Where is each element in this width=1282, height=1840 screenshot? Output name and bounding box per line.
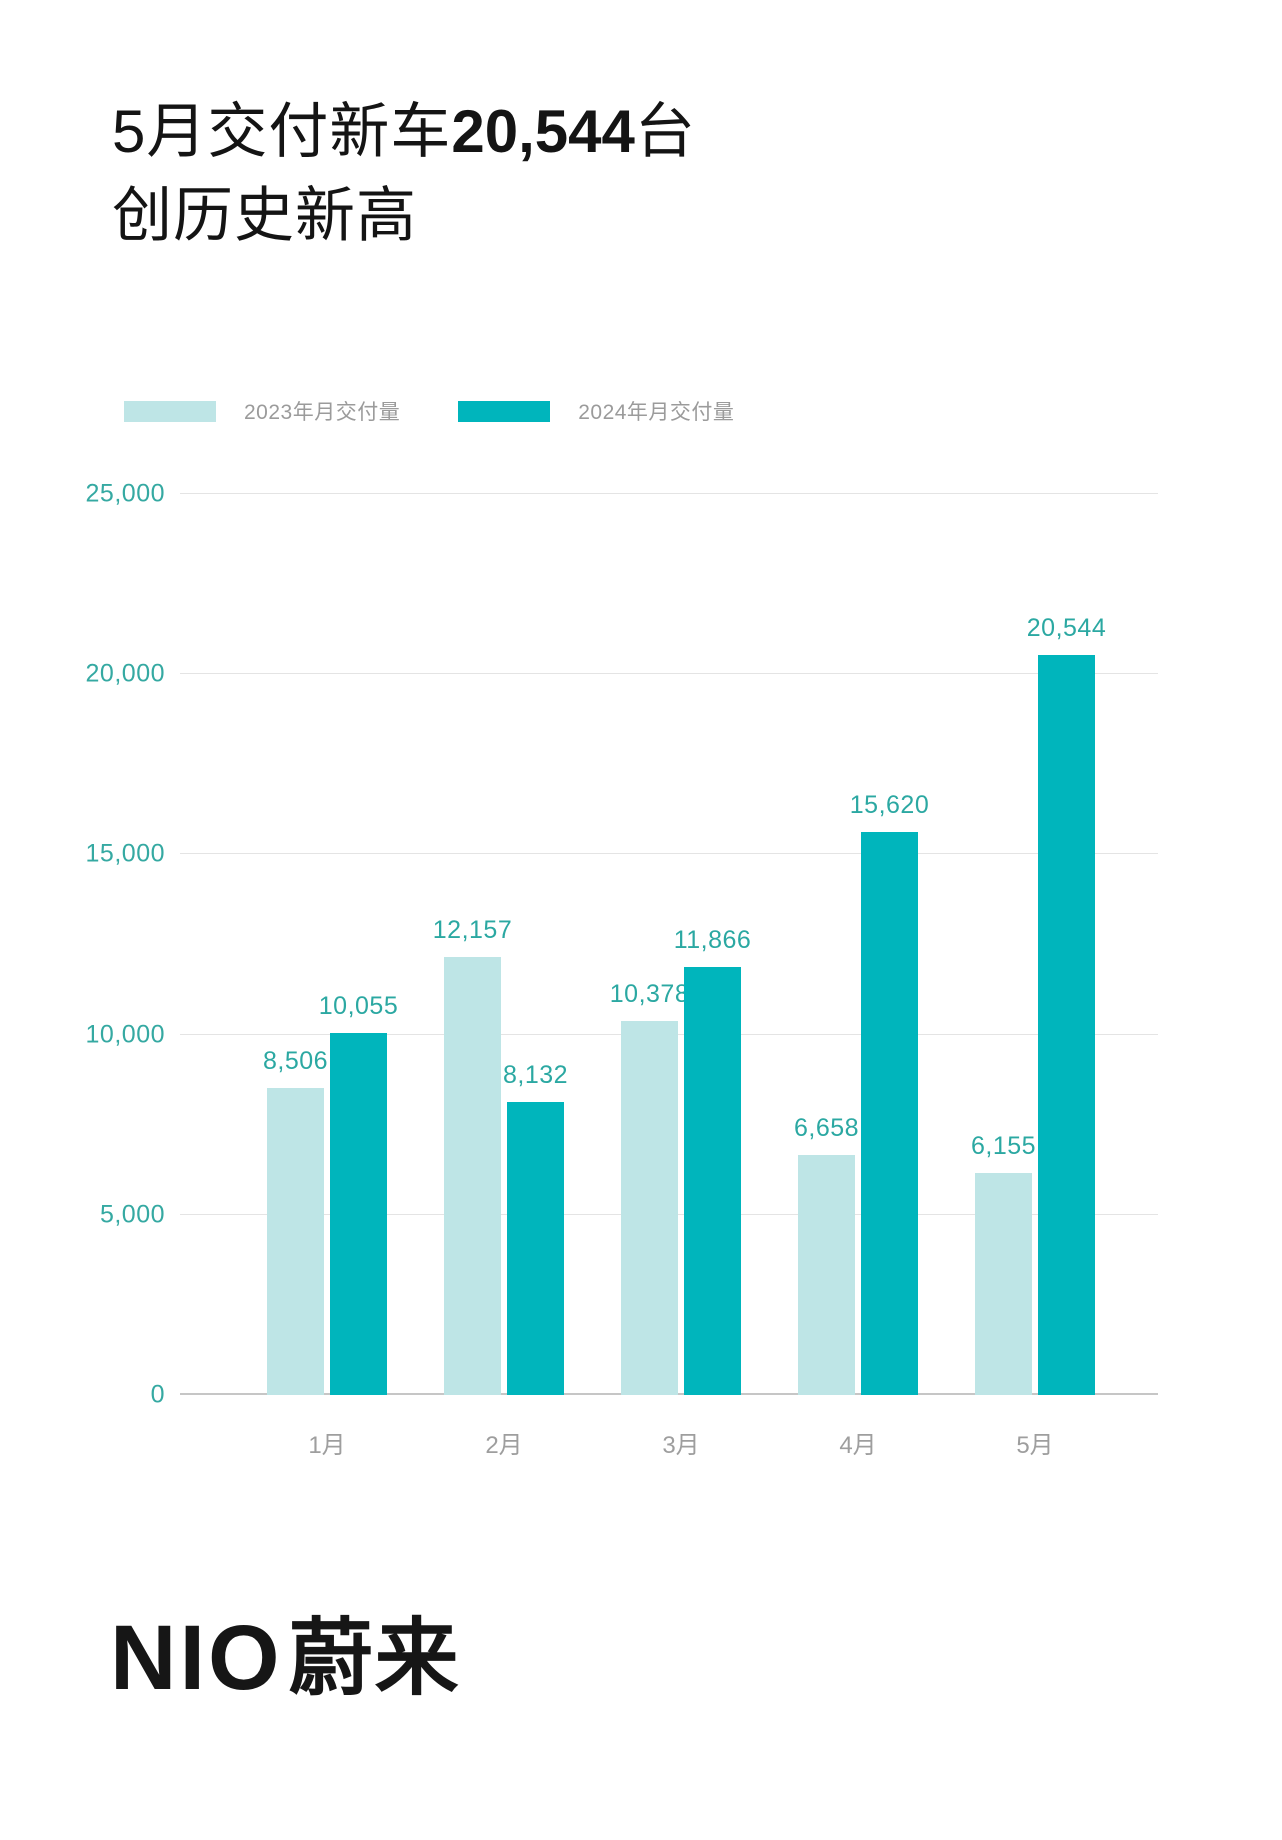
chart-legend: 2023年月交付量 2024年月交付量 (124, 396, 734, 426)
x-axis-label: 2月 (485, 1432, 523, 1459)
bar-2023-4月 (798, 1155, 855, 1395)
y-axis-tick-label: 25,000 (85, 479, 165, 508)
bar-value-label: 20,544 (1026, 613, 1107, 642)
title-prefix: 5月交付新车 (112, 98, 452, 165)
legend-label-2024: 2024年月交付量 (578, 401, 735, 424)
y-axis-tick-label: 5,000 (99, 1200, 165, 1229)
x-axis-label: 3月 (662, 1432, 700, 1459)
gridline (180, 1213, 1158, 1215)
bar-value-label: 12,157 (432, 915, 513, 944)
gridline (180, 493, 1158, 494)
bar-2023-2月 (444, 956, 501, 1395)
bar-2024-1月 (330, 1032, 387, 1395)
gridline (180, 673, 1158, 675)
bar-2023-3月 (621, 1020, 678, 1395)
nio-logo-chinese: 蔚来 (288, 1611, 461, 1705)
bar-value-label: 8,506 (262, 1047, 329, 1076)
title-suffix: 台 (634, 98, 696, 165)
bar-value-label: 6,155 (970, 1132, 1037, 1161)
legend-item-2024: 2024年月交付量 (458, 396, 734, 426)
bar-2024-5月 (1038, 654, 1095, 1395)
nio-logo: NIO 蔚来 (110, 1612, 461, 1704)
page-title: 5月交付新车20,544台 创历史新高 (112, 90, 696, 258)
bar-value-label: 10,378 (609, 979, 690, 1008)
plot-area: 0 5,000 10,000 15,000 20,000 25,000 8,506 10,05… (86, 480, 1158, 1459)
legend-item-2023: 2023年月交付量 (124, 396, 400, 426)
title-highlight-number: 20,544 (451, 98, 635, 165)
gridline (180, 853, 1158, 855)
y-axis-tick-label: 0 (150, 1380, 165, 1409)
y-axis-tick-label: 20,000 (85, 659, 165, 688)
legend-swatch-2023 (124, 400, 216, 422)
bar-value-label: 15,620 (849, 791, 930, 820)
title-line2: 创历史新高 (112, 182, 417, 249)
x-axis-line (180, 1393, 1158, 1395)
y-axis-tick-label: 10,000 (85, 1020, 165, 1049)
legend-swatch-2024 (458, 400, 551, 422)
bar-2024-2月 (507, 1101, 564, 1395)
gridline (180, 1033, 1158, 1035)
x-axis-label: 5月 (1016, 1432, 1054, 1459)
y-axis-tick-label: 15,000 (85, 839, 165, 868)
title-text: 5月交付新车20,544台 (112, 98, 696, 165)
bar-2024-4月 (861, 832, 918, 1395)
bar-2024-3月 (684, 967, 741, 1395)
x-axis-label: 4月 (839, 1432, 877, 1459)
bar-2023-5月 (975, 1173, 1032, 1395)
legend-label-2023: 2023年月交付量 (244, 401, 401, 424)
x-axis-label: 1月 (308, 1432, 346, 1459)
bar-value-label: 11,866 (673, 926, 752, 955)
nio-logo-latin: NIO (110, 1607, 283, 1709)
bar-value-label: 6,658 (793, 1114, 860, 1143)
bar-value-label: 10,055 (318, 991, 399, 1020)
bar-value-label: 8,132 (502, 1060, 569, 1089)
bar-2023-1月 (267, 1088, 324, 1395)
